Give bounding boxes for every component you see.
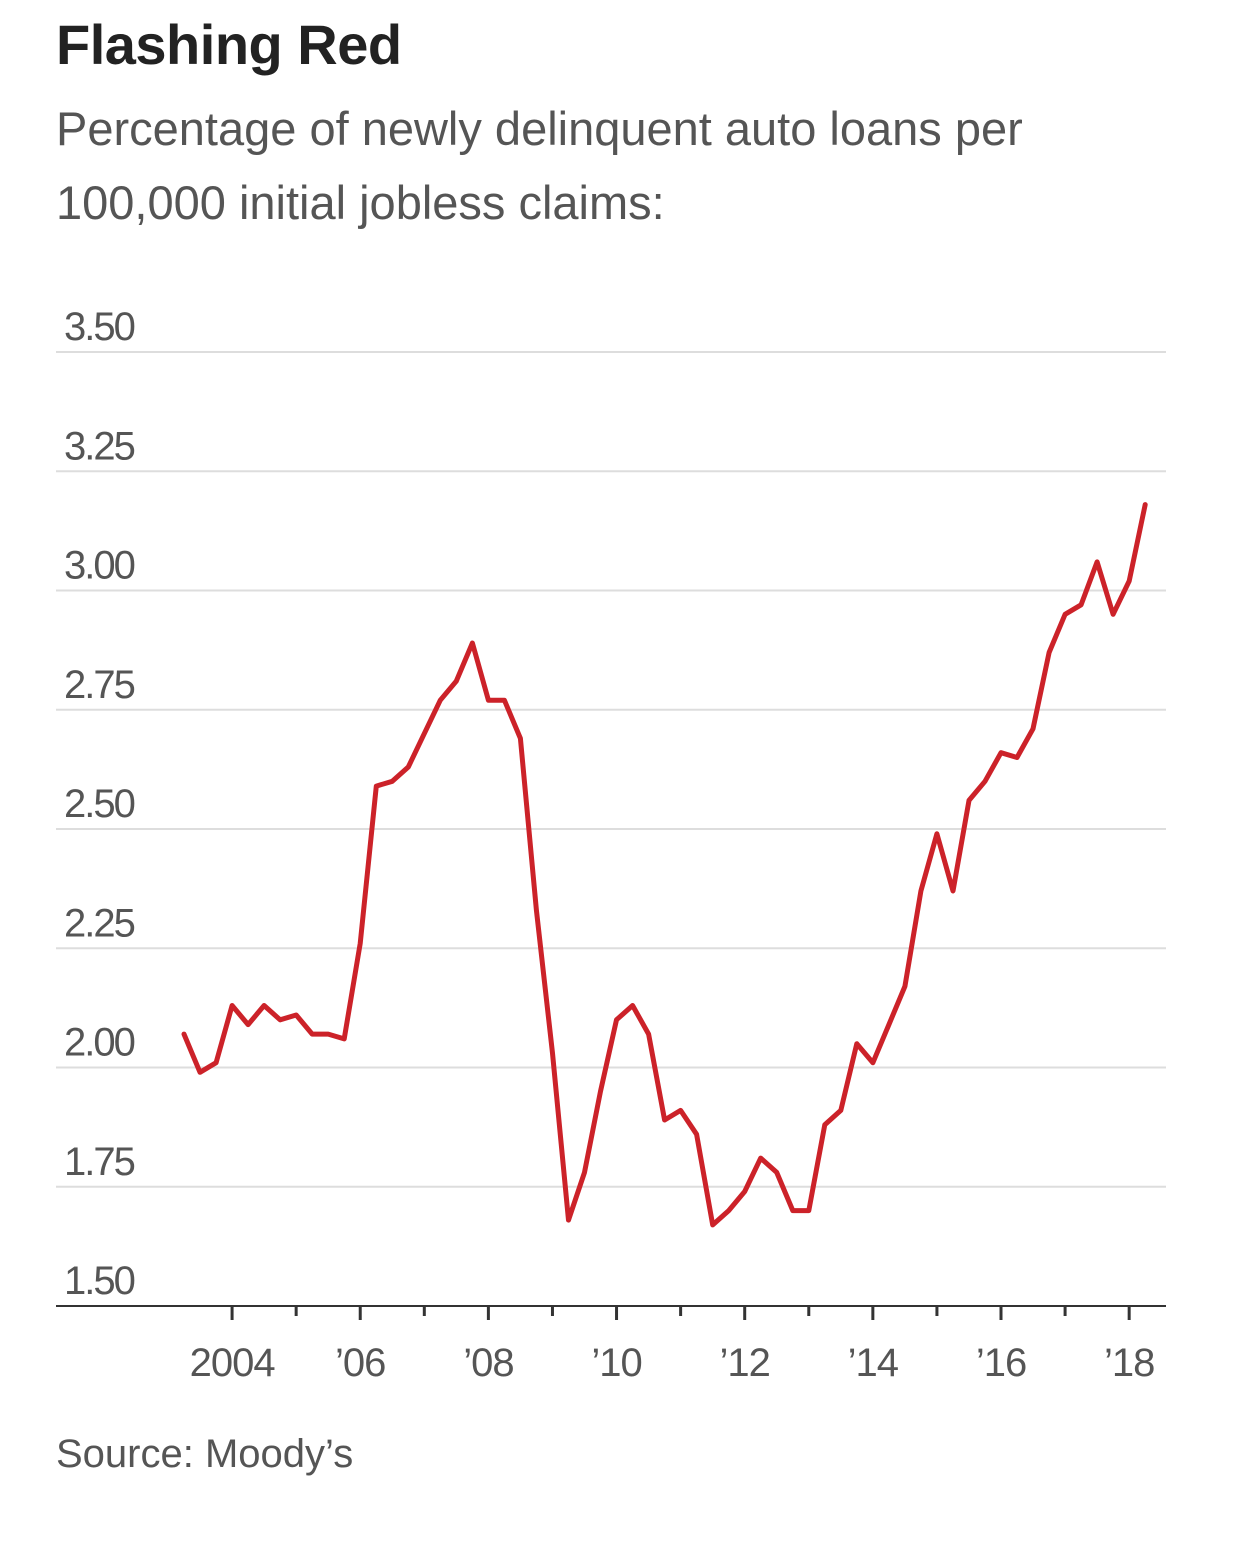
line-chart: 3.50 3.25 3.00 2.75 2.50 2.25 2.00 1.75 1.50 200… [56,305,1166,1385]
x-tick-label: ’06 [335,1341,385,1385]
series-layer [181,502,1148,1228]
y-tick-label: 2.25 [64,901,135,945]
chart-subtitle: Percentage of newly delinquent auto loan… [56,102,1023,229]
y-tick-label: 2.75 [64,663,135,707]
y-tick-label: 1.75 [64,1140,135,1184]
source-note: Source: Moody’s [56,1432,354,1476]
x-tick-label: ’12 [720,1341,770,1385]
x-tick-label: ’18 [1104,1341,1154,1385]
y-tick-label: 3.25 [64,424,135,468]
x-tick-label: ’10 [591,1341,641,1385]
gridlines [56,351,1166,1188]
chart-title: Flashing Red [56,13,402,76]
x-axis-labels: 2004 ’06 ’08 ’10 ’12 ’14 ’16 ’18 [190,1341,1156,1385]
y-tick-label: 3.50 [64,305,135,349]
x-axis [56,1305,1166,1320]
x-tick-label: ’16 [976,1341,1026,1385]
y-tick-label: 3.00 [64,544,135,588]
x-tick-label: ’08 [463,1341,513,1385]
series-line [181,502,1148,1228]
y-tick-label: 2.00 [64,1021,135,1065]
y-axis-labels: 3.50 3.25 3.00 2.75 2.50 2.25 2.00 1.75 1.50 [64,305,137,1303]
y-tick-label: 2.50 [64,782,135,826]
y-tick-label: 1.50 [64,1259,135,1303]
x-tick-label: ’14 [848,1341,899,1385]
x-tick-label: 2004 [190,1341,276,1385]
